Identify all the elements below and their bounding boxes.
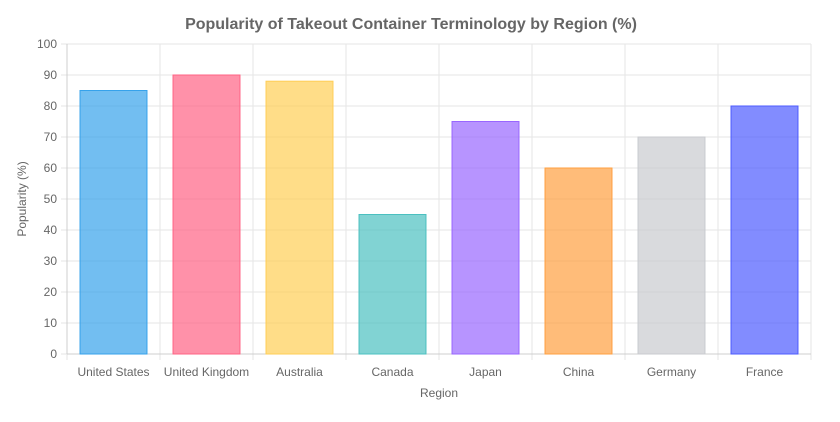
x-tick-label: Japan [469, 365, 502, 379]
y-tick-label: 100 [37, 37, 57, 51]
bar-canada[interactable] [358, 214, 427, 355]
y-axis-label: Popularity (%) [15, 161, 29, 236]
y-tick-label: 20 [44, 285, 58, 299]
x-tick-label: France [746, 365, 784, 379]
y-tick-label: 60 [44, 161, 58, 175]
bars [79, 74, 799, 355]
bar-japan[interactable] [451, 121, 520, 355]
bar-germany[interactable] [637, 136, 706, 355]
x-tick-label: United Kingdom [164, 365, 249, 379]
x-axis-label: Region [420, 386, 458, 400]
y-tick-label: 80 [44, 99, 58, 113]
bar-china[interactable] [544, 167, 613, 355]
y-tick-label: 40 [44, 223, 58, 237]
x-axis-ticks: United States United Kingdom Australia Cana… [77, 365, 783, 379]
y-tick-label: 30 [44, 254, 58, 268]
y-tick-label: 10 [44, 316, 58, 330]
x-tick-label: Australia [276, 365, 323, 379]
y-tick-label: 50 [44, 192, 58, 206]
y-tick-label: 0 [50, 347, 57, 361]
x-tick-label: Germany [647, 365, 696, 379]
bar-france[interactable] [730, 105, 799, 355]
y-tick-label: 90 [44, 68, 58, 82]
x-tick-label: United States [77, 365, 149, 379]
y-tick-label: 70 [44, 130, 58, 144]
chart-title: Popularity of Takeout Container Terminol… [185, 16, 637, 33]
x-tick-label: Canada [371, 365, 413, 379]
bar-australia[interactable] [265, 80, 334, 355]
y-axis-ticks: 0 10 20 30 40 50 60 70 80 90 100 [37, 37, 57, 361]
bar-united-states[interactable] [79, 90, 148, 355]
x-tick-label: China [563, 365, 595, 379]
bar-united-kingdom[interactable] [172, 74, 241, 355]
